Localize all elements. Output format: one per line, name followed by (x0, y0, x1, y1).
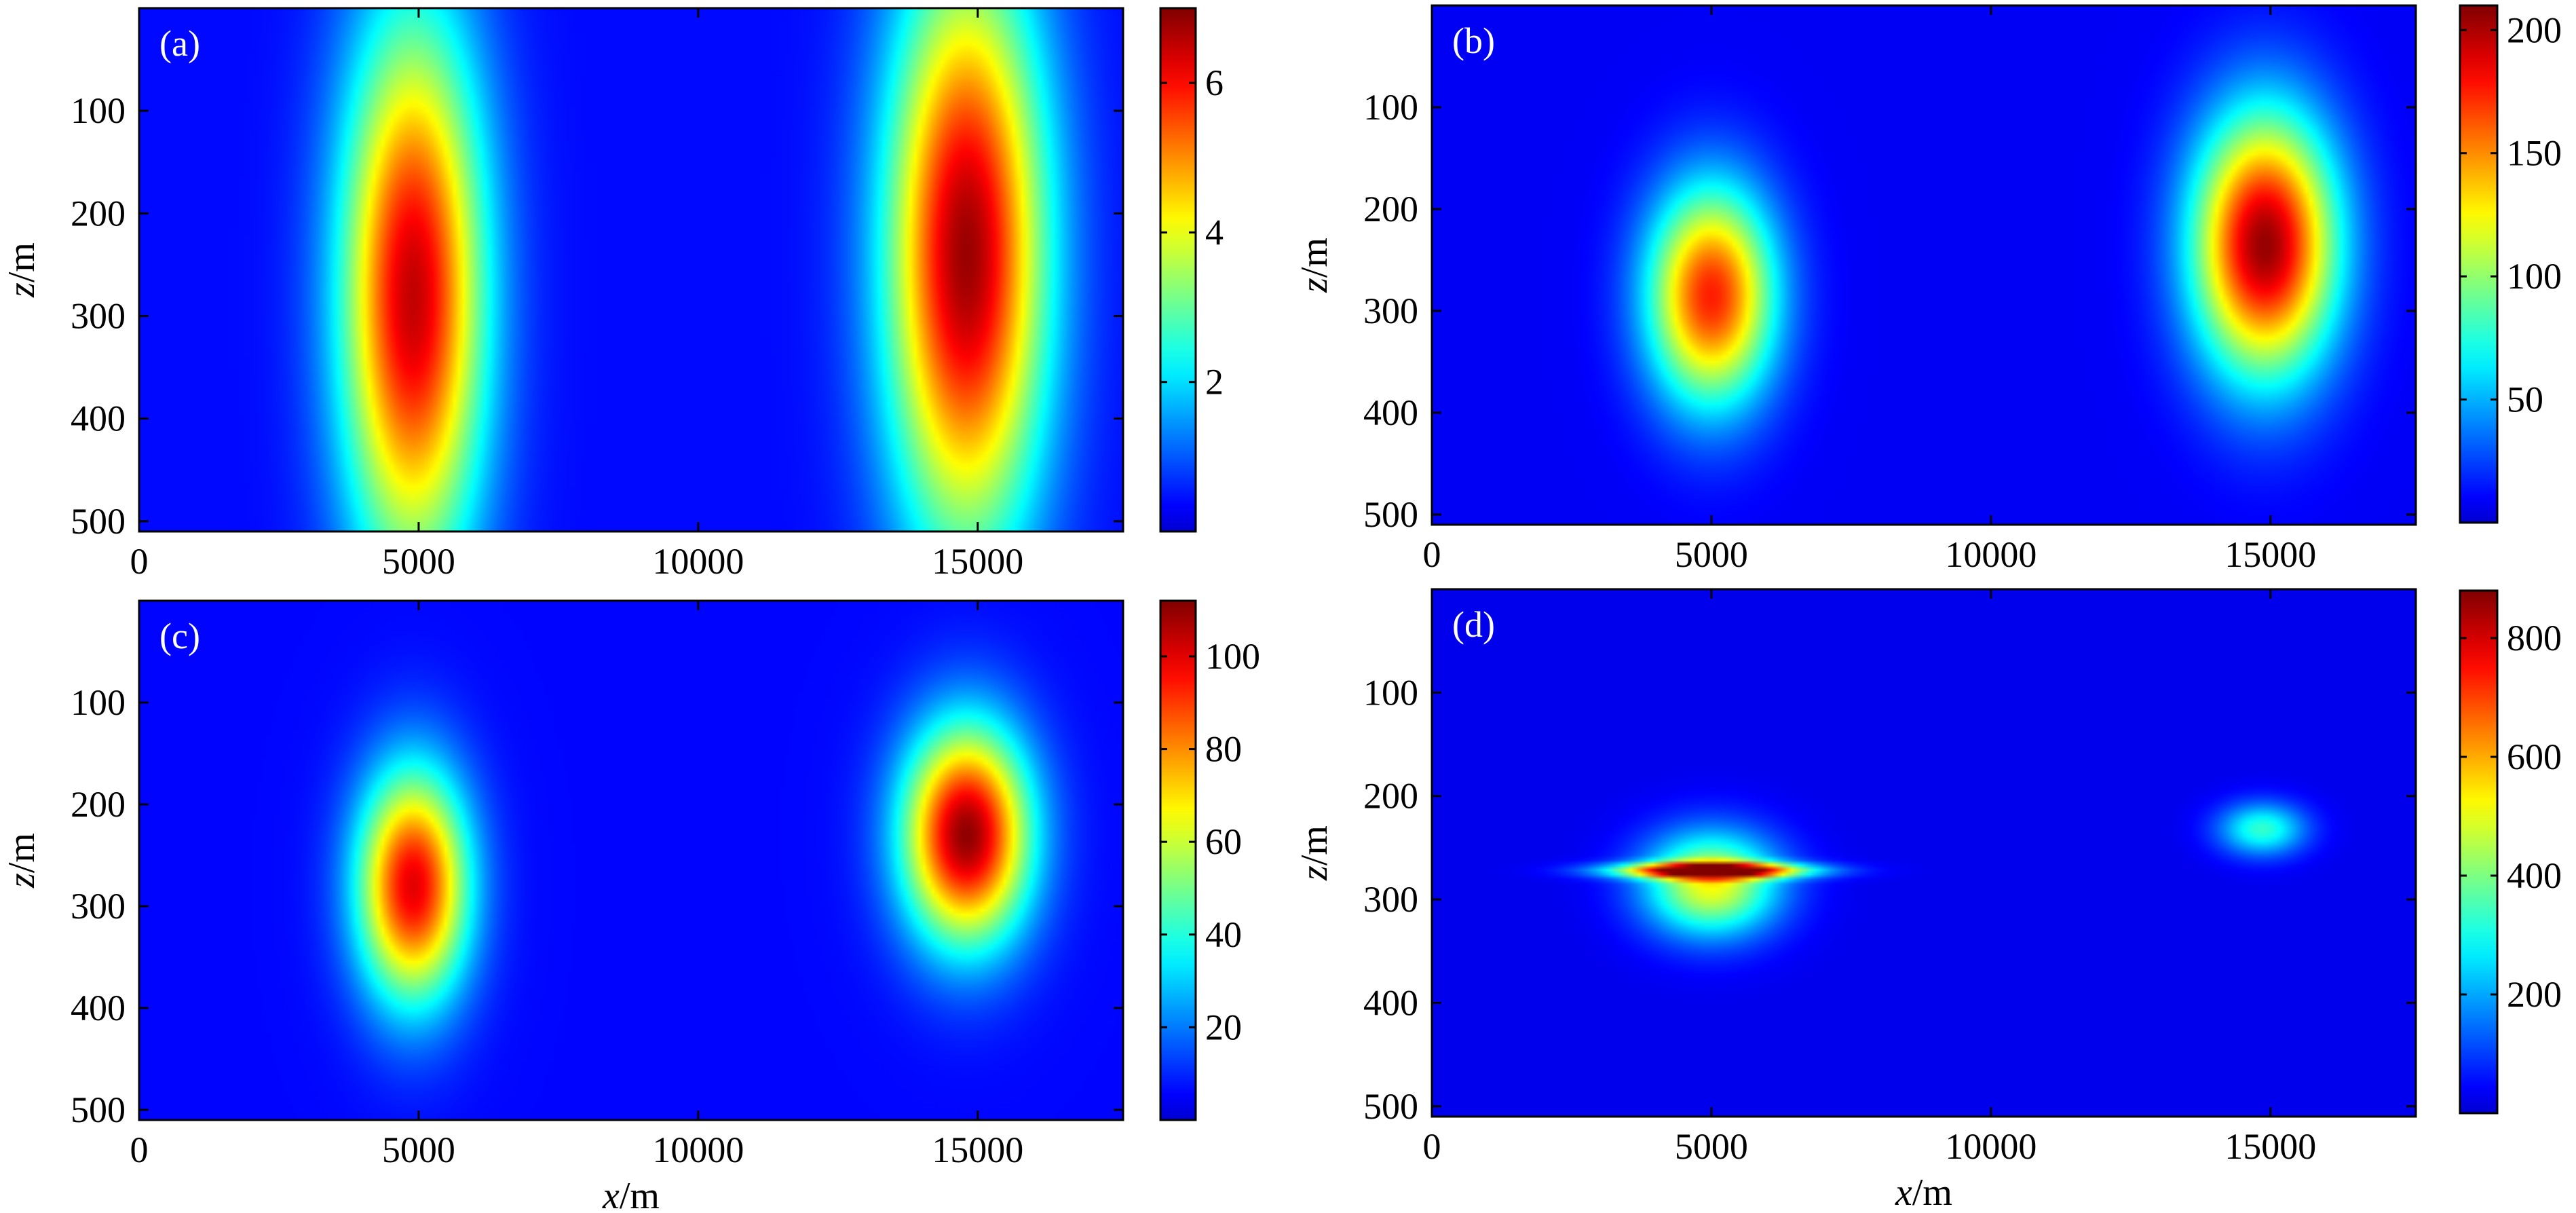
y-tick-label: 200 (1363, 776, 1418, 817)
x-tick-label: 5000 (382, 1130, 455, 1170)
plot-frame (1431, 588, 2417, 1118)
x-tick-label: 15000 (2224, 1126, 2316, 1167)
colorbar-tick-label: 6 (1205, 62, 1224, 103)
y-tick-label: 100 (1363, 672, 1418, 713)
y-tick-label: 200 (1363, 189, 1418, 229)
panel-c: (c) 0 5000 10000 15000 100 200 300 400 500 z/m x/m 2… (1, 599, 1260, 1213)
y-tick-label: 500 (1363, 1086, 1418, 1127)
y-tick-label: 400 (1363, 982, 1418, 1023)
y-tick-label: 300 (71, 296, 126, 337)
panel-label: (c) (159, 616, 200, 656)
y-axis-label: z/m (1293, 825, 1336, 881)
y-tick-label: 100 (71, 90, 126, 131)
x-tick-label: 0 (1423, 534, 1441, 575)
colorbar-tick-label: 200 (2507, 974, 2562, 1015)
colorbar-tick-label: 100 (1205, 636, 1260, 677)
x-axis-label: x/m (602, 1175, 660, 1213)
y-tick-label: 300 (1363, 879, 1418, 920)
y-tick-label: 500 (1363, 494, 1418, 535)
plot-frame (138, 599, 1124, 1121)
y-tick-label: 300 (1363, 291, 1418, 331)
y-tick-label: 300 (71, 886, 126, 927)
plot-frame (1431, 4, 2417, 526)
panel-label: (d) (1452, 604, 1495, 645)
colorbar-tick-label: 800 (2507, 618, 2562, 658)
y-axis-label: z/m (1, 242, 43, 298)
colorbar (1159, 599, 1197, 1121)
panel-a: (a) 0 5000 10000 15000 100 200 300 400 500 z/m 2 4 6 (1, 7, 1224, 582)
colorbar-tick-label: 2 (1205, 362, 1224, 403)
colorbar-tick-label: 40 (1205, 914, 1242, 955)
y-tick-label: 500 (71, 1089, 126, 1130)
x-axis-label: x/m (1895, 1172, 1952, 1213)
x-tick-label: 0 (1423, 1126, 1441, 1167)
x-tick-label: 5000 (382, 541, 455, 582)
colorbar-tick-label: 20 (1205, 1007, 1242, 1047)
heatmap-image (1432, 5, 2416, 525)
colorbar-tick-label: 100 (2507, 256, 2562, 297)
y-tick-label: 400 (1363, 392, 1418, 433)
colorbar-tick-label: 200 (2507, 10, 2562, 50)
colorbar-tick-label: 400 (2507, 855, 2562, 896)
x-tick-label: 10000 (652, 1130, 744, 1170)
x-tick-label: 0 (130, 541, 149, 582)
panel-label: (a) (159, 23, 200, 64)
colorbar-tick-label: 80 (1205, 729, 1242, 770)
x-tick-label: 15000 (932, 541, 1023, 582)
x-tick-label: 10000 (1945, 534, 2037, 575)
colorbar (1159, 7, 1197, 533)
heatmap-image (1432, 589, 2416, 1117)
x-tick-label: 0 (130, 1130, 149, 1170)
panel-d: (d) 0 5000 10000 15000 100 200 300 400 500 z/m x/m 2… (1293, 588, 2562, 1213)
heatmap-image (139, 601, 1123, 1120)
y-axis-label: z/m (1293, 238, 1336, 293)
colorbar-tick-label: 50 (2507, 379, 2543, 420)
y-tick-label: 200 (71, 784, 126, 825)
colorbar-tick-label: 60 (1205, 821, 1242, 862)
heatmap-image (139, 8, 1123, 531)
colorbar (2459, 589, 2499, 1115)
colorbar (2459, 4, 2499, 524)
plot-frame (138, 7, 1124, 533)
panel-label: (b) (1452, 20, 1495, 61)
y-axis-label: z/m (1, 833, 43, 889)
y-tick-label: 500 (71, 501, 126, 542)
colorbar-tick-label: 150 (2507, 133, 2562, 174)
y-tick-label: 400 (71, 398, 126, 439)
x-tick-label: 10000 (1945, 1126, 2037, 1167)
x-tick-label: 10000 (652, 541, 744, 582)
x-tick-label: 15000 (932, 1130, 1023, 1170)
x-tick-label: 5000 (1675, 1126, 1748, 1167)
x-tick-label: 15000 (2224, 534, 2316, 575)
y-tick-label: 400 (71, 988, 126, 1028)
y-tick-label: 100 (1363, 87, 1418, 128)
x-tick-label: 5000 (1675, 534, 1748, 575)
y-tick-label: 200 (71, 193, 126, 234)
y-tick-label: 100 (71, 682, 126, 723)
colorbar-tick-label: 600 (2507, 736, 2562, 777)
panel-b: (b) 0 5000 10000 15000 100 200 300 400 500 z/m 50 10… (1293, 4, 2562, 575)
colorbar-tick-label: 4 (1205, 212, 1224, 253)
